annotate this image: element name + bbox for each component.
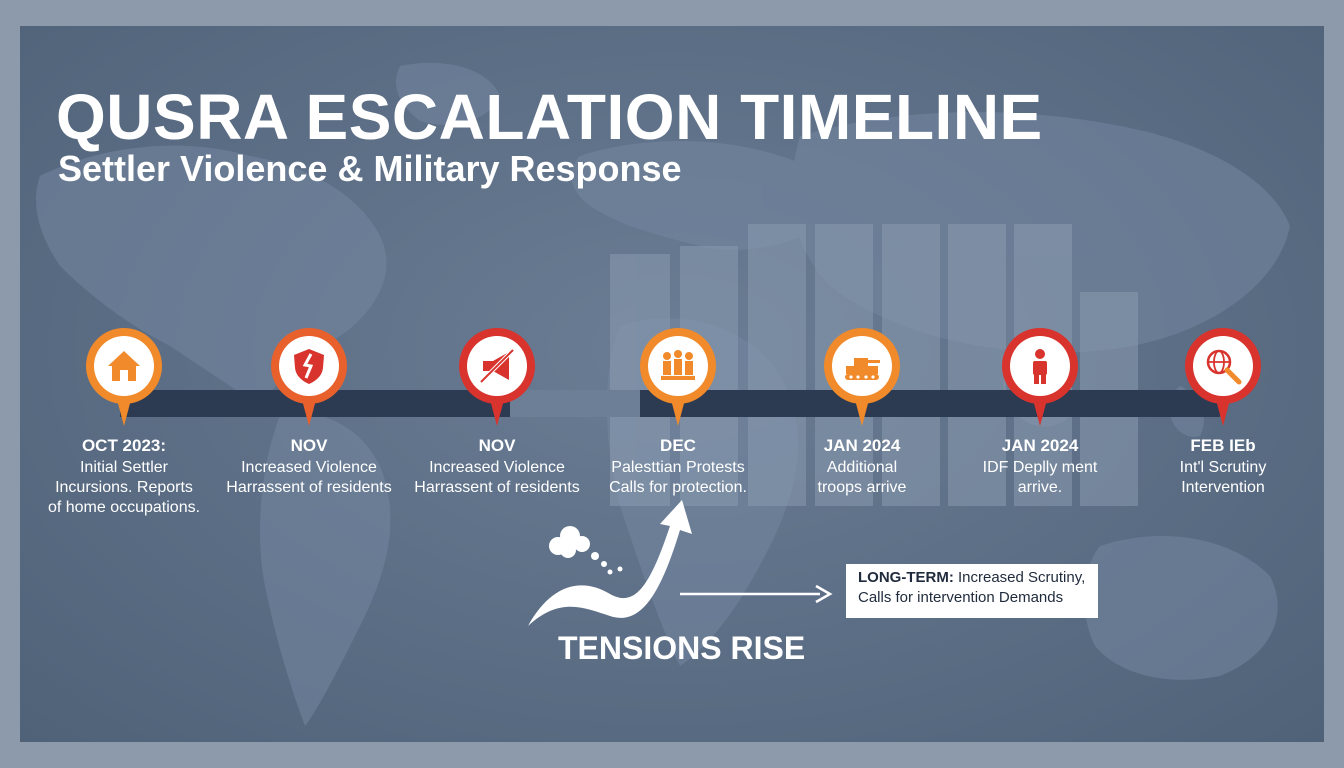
- event-marker-4: [638, 326, 718, 436]
- event-label-4: DEC Palesttian Protests Calls for protec…: [583, 436, 773, 498]
- event-label-2: NOV Increased Violence Harrassent of res…: [214, 436, 404, 498]
- soldier-icon: [1033, 349, 1047, 384]
- tensions-rise-label: TENSIONS RISE: [558, 630, 806, 666]
- event-text: Additional: [826, 459, 898, 476]
- event-text: Intervention: [1181, 479, 1265, 496]
- connector-arrowhead-icon: [815, 584, 833, 604]
- event-marker-7: [1183, 326, 1263, 436]
- event-date: NOV: [290, 436, 328, 455]
- event-marker-1: [84, 326, 164, 436]
- event-label-6: JAN 2024 IDF Deplly ment arrive.: [945, 436, 1135, 498]
- long-term-callout: LONG-TERM: Increased Scrutiny, Calls for…: [846, 564, 1098, 618]
- infographic-frame: QUSRA ESCALATION TIMELINE Settler Violen…: [20, 26, 1324, 742]
- event-text: troops arrive: [817, 479, 907, 496]
- event-date: JAN 2024: [823, 436, 901, 455]
- event-date: DEC: [660, 436, 696, 455]
- globe-search-icon: [1206, 349, 1242, 385]
- event-date: JAN 2024: [1001, 436, 1079, 455]
- event-text: Increased Violence: [429, 459, 565, 476]
- callout-line1: Increased Scrutiny,: [953, 569, 1086, 586]
- event-label-7: FEB IEb Int'l Scrutiny Intervention: [1128, 436, 1318, 498]
- page-subtitle: Settler Violence & Military Response: [58, 148, 682, 189]
- event-label-3: NOV Increased Violence Harrassent of res…: [402, 436, 592, 498]
- event-text: of home occupations.: [47, 499, 201, 516]
- timeline-bar-highlight: [510, 390, 640, 417]
- event-date: FEB IEb: [1190, 436, 1256, 455]
- house-icon: [108, 351, 140, 381]
- page-title: QUSRA ESCALATION TIMELINE: [56, 81, 1043, 153]
- event-text: Palesttian Protests: [611, 459, 745, 476]
- banned-megaphone-icon: [479, 348, 515, 384]
- tank-icon: [845, 358, 880, 380]
- event-text: IDF Deplly ment: [982, 459, 1098, 476]
- event-text: Incursions. Reports: [55, 479, 193, 496]
- rising-arrow-icon: [528, 500, 692, 626]
- callout-line2: Calls for intervention Demands: [858, 589, 1064, 606]
- event-text: Increased Violence: [241, 459, 377, 476]
- event-marker-5: [822, 326, 902, 436]
- event-text: Int'l Scrutiny: [1179, 459, 1267, 476]
- event-text: Initial Settler: [79, 459, 169, 476]
- broken-shield-icon: [294, 349, 324, 384]
- event-date: NOV: [478, 436, 516, 455]
- speech-puff-icon: [549, 526, 623, 575]
- event-marker-6: [1000, 326, 1080, 436]
- event-label-5: JAN 2024 Additional troops arrive: [767, 436, 957, 498]
- event-label-1: OCT 2023: Initial Settler Incursions. Re…: [29, 436, 219, 518]
- event-date: OCT 2023:: [81, 436, 167, 455]
- event-text: Calls for protection.: [609, 479, 747, 496]
- tensions-graphic: [528, 500, 833, 626]
- event-marker-3: [457, 326, 537, 436]
- event-text: Harrassent of residents: [226, 479, 392, 496]
- protesters-icon: [661, 350, 695, 380]
- event-text: arrive.: [1017, 479, 1063, 496]
- event-text: Harrassent of residents: [414, 479, 580, 496]
- callout-prefix: LONG-TERM:: [858, 569, 954, 586]
- event-marker-2: [269, 326, 349, 436]
